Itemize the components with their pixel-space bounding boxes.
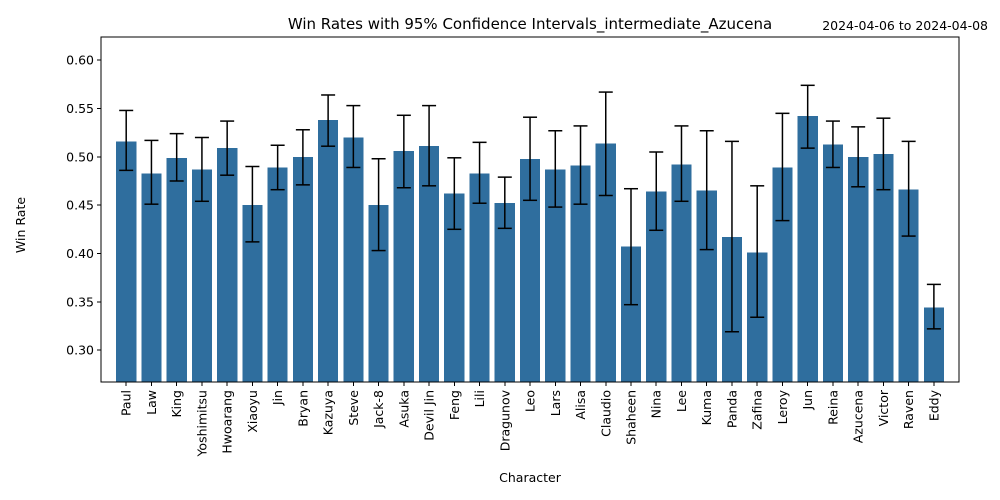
bar (923, 307, 944, 382)
x-tick-label: Raven (901, 390, 916, 429)
x-tick-label: Bryan (295, 390, 310, 427)
bar (292, 156, 313, 382)
bar (116, 141, 137, 382)
x-tick-label: Jun (800, 390, 815, 411)
bar (646, 191, 667, 382)
x-tick-label: Zafina (750, 390, 765, 430)
bar (873, 153, 894, 382)
bar (141, 173, 162, 382)
bar (595, 143, 616, 382)
error-bars-group (119, 84, 941, 333)
x-tick-label: Leo (523, 390, 538, 412)
y-tick-label: 0.40 (66, 246, 94, 261)
bar (191, 169, 213, 382)
x-tick-label: Lili (472, 390, 487, 407)
bar (267, 167, 288, 382)
x-tick-label: Steve (346, 390, 361, 426)
x-tick-label: Feng (447, 390, 462, 420)
y-tick-label: 0.35 (66, 294, 94, 309)
y-tick-label: 0.60 (66, 53, 94, 68)
bar (469, 173, 490, 382)
x-tick-label: Kuma (699, 390, 714, 425)
x-tick-label: Devil Jin (422, 390, 437, 441)
x-tick-label: Kazuya (321, 390, 336, 435)
bar (343, 137, 364, 382)
x-tick-label: Panda (724, 390, 739, 428)
bar (418, 146, 440, 382)
bar (217, 148, 238, 382)
x-tick-label: Lars (548, 390, 563, 416)
bar (494, 203, 515, 382)
x-ticks-group: Paul Law King Yoshimitsu Hwoarang Xiaoyu Jin Br… (119, 382, 941, 458)
bar (545, 169, 566, 382)
x-tick-label: Eddy (926, 389, 941, 421)
y-tick-label: 0.55 (66, 101, 94, 116)
bar (242, 205, 263, 382)
bar (166, 157, 187, 382)
x-tick-label: Victor (876, 389, 891, 426)
bar (620, 246, 642, 382)
x-tick-label: Alisa (573, 390, 588, 420)
bar (570, 165, 591, 382)
y-tick-label: 0.30 (66, 343, 94, 358)
x-tick-label: Jin (270, 390, 285, 406)
bar (368, 205, 389, 382)
chart-title: Win Rates with 95% Confidence Intervals_… (288, 15, 772, 34)
x-tick-label: Xiaoyu (245, 390, 260, 433)
x-tick-label: King (169, 390, 184, 418)
x-tick-label: Lee (674, 390, 689, 412)
x-tick-label: Yoshimitsu (194, 390, 209, 458)
bar (318, 120, 339, 383)
x-tick-label: Law (144, 390, 159, 415)
x-tick-label: Dragunov (497, 389, 512, 451)
x-tick-label: Claudio (598, 390, 613, 437)
x-tick-label: Jack-8 (371, 390, 386, 429)
bar (848, 156, 869, 382)
x-tick-label: Reina (825, 390, 840, 425)
y-tick-label: 0.50 (66, 149, 94, 164)
bar (444, 193, 465, 382)
bar (696, 190, 717, 382)
x-tick-label: Shaheen (624, 390, 639, 445)
bar (797, 116, 818, 383)
x-tick-label: Paul (119, 390, 134, 416)
bar (822, 144, 844, 382)
x-tick-label: Azucena (851, 390, 866, 443)
bar (519, 158, 541, 382)
x-tick-label: Leroy (775, 389, 790, 424)
x-axis-label: Character (499, 470, 562, 485)
bar (898, 189, 919, 382)
bar (393, 151, 414, 382)
bars-group (116, 116, 944, 383)
bar (671, 164, 692, 382)
x-tick-label: Nina (649, 390, 664, 418)
y-axis-label: Win Rate (13, 197, 28, 253)
y-ticks-group: 0.30 0.35 0.40 0.45 0.50 0.55 0.60 (66, 53, 101, 358)
x-tick-label: Asuka (396, 390, 411, 428)
x-tick-label: Hwoarang (220, 390, 235, 454)
y-tick-label: 0.45 (66, 198, 94, 213)
date-range-label: 2024-04-06 to 2024-04-08 (822, 18, 988, 33)
